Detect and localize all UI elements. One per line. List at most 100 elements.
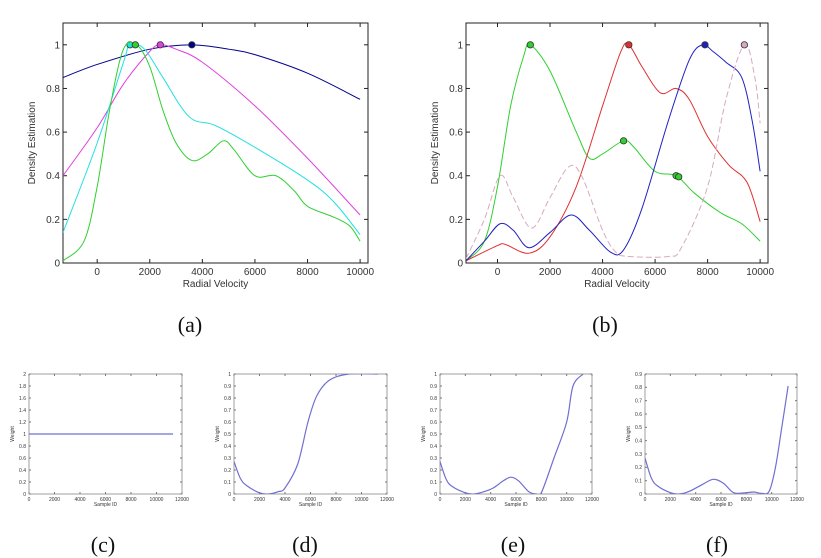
- peak-marker: [526, 41, 534, 49]
- x-tick-label: 0: [233, 497, 236, 503]
- series-line-0: [466, 43, 761, 262]
- y-tick-label: 0.4: [224, 444, 231, 450]
- y-tick-label: 0.6: [224, 420, 231, 426]
- x-tick-label: 6000: [244, 267, 267, 278]
- x-axis-label: Sample ID: [94, 502, 118, 508]
- y-axis-label: Weight: [215, 426, 221, 442]
- series-line-2: [466, 44, 761, 262]
- x-tick-label: 0: [439, 497, 442, 503]
- series-line-0: [234, 374, 379, 494]
- y-tick-label: 0.1: [635, 478, 642, 484]
- series-line-2: [63, 43, 361, 235]
- y-tick-label: 0.4: [430, 444, 437, 450]
- y-tick-label: 0.2: [430, 468, 437, 474]
- y-tick-label: 0: [54, 259, 60, 270]
- y-tick-label: 0.4: [449, 171, 463, 182]
- y-tick-label: 0.2: [449, 215, 463, 226]
- y-tick-label: 0.2: [635, 465, 642, 471]
- y-axis-label: Weight: [10, 426, 16, 442]
- y-tick-label: 0.9: [430, 384, 437, 390]
- y-tick-label: 1.4: [19, 408, 26, 414]
- axes-box: [233, 373, 388, 495]
- axes-box: [62, 22, 369, 264]
- x-tick-label: 2000: [539, 267, 562, 278]
- series-line-3: [63, 41, 361, 262]
- x-tick-label: 8000: [696, 267, 719, 278]
- y-tick-label: 0.3: [635, 452, 642, 458]
- y-tick-label: 0.8: [430, 396, 437, 402]
- y-tick-label: 0.5: [430, 432, 437, 438]
- y-tick-label: 0.9: [635, 372, 642, 378]
- y-tick-label: 1: [228, 372, 231, 378]
- chart-f: 0 2000 4000 6000 8000 10000 12000 0 0.1 0.2 0.3 0.4…: [626, 372, 804, 508]
- x-tick-label: 6000: [715, 497, 726, 503]
- chart-e: 0 2000 4000 6000 8000 10000 12000 0 0.1 0.2 0.3 0.4…: [421, 372, 599, 508]
- y-tick-label: 0.8: [224, 396, 231, 402]
- y-tick-label: 2: [23, 372, 26, 378]
- y-tick-label: 0.1: [224, 480, 231, 486]
- y-tick-label: 0.1: [430, 480, 437, 486]
- y-tick-label: 0.6: [46, 128, 60, 139]
- x-tick-label: 4000: [690, 497, 701, 503]
- x-tick-label: 0: [94, 267, 100, 278]
- x-tick-label: 10000: [346, 267, 374, 278]
- chart-c: 0 2000 4000 6000 8000 10000 12000 0 0.2 0.4 0.6 0.8…: [10, 372, 189, 508]
- peak-marker: [740, 41, 748, 49]
- panel-caption-a: (a): [177, 312, 203, 337]
- y-tick-label: 1: [457, 40, 463, 51]
- x-tick-label: 12000: [790, 497, 804, 503]
- y-tick-label: 0.9: [224, 384, 231, 390]
- x-tick-label: 6000: [305, 497, 316, 503]
- x-tick-label: 0: [28, 497, 31, 503]
- y-tick-label: 0.7: [635, 398, 642, 404]
- x-tick-label: 0: [644, 497, 647, 503]
- y-tick-label: 0.6: [449, 128, 463, 139]
- series-line-1: [63, 44, 361, 216]
- x-tick-label: 8000: [741, 497, 752, 503]
- peak-marker: [625, 41, 633, 49]
- series-line-0: [645, 385, 789, 494]
- peak-marker: [701, 41, 709, 49]
- chart-a: 0 2000 4000 6000 8000 10000 0 0.2 0.4 0.6 0.8 1 Radi…: [27, 22, 374, 290]
- axes-box: [465, 22, 769, 264]
- y-tick-label: 1.8: [19, 384, 26, 390]
- panel-caption-d: (d): [292, 532, 318, 557]
- y-tick-label: 0.8: [19, 444, 26, 450]
- y-tick-label: 0.8: [46, 84, 60, 95]
- x-tick-label: 6000: [644, 267, 667, 278]
- x-tick-label: 2000: [460, 497, 471, 503]
- y-tick-label: 1.6: [19, 396, 26, 402]
- y-tick-label: 0.7: [224, 408, 231, 414]
- y-tick-label: 0.3: [224, 456, 231, 462]
- peak-marker: [675, 173, 683, 181]
- y-axis-label: Weight: [626, 426, 632, 442]
- y-tick-label: 0: [434, 492, 437, 498]
- y-tick-label: 0.6: [430, 420, 437, 426]
- y-tick-label: 0.6: [635, 412, 642, 418]
- peak-marker: [188, 41, 196, 49]
- peak-marker: [156, 41, 164, 49]
- x-tick-label: 12000: [380, 497, 394, 503]
- x-tick-label: 4000: [591, 267, 614, 278]
- y-tick-label: 0.5: [224, 432, 231, 438]
- x-tick-label: 12000: [175, 497, 189, 503]
- x-tick-label: 2000: [139, 267, 162, 278]
- y-tick-label: 0: [639, 492, 642, 498]
- x-tick-label: 4000: [279, 497, 290, 503]
- chart-d: 0 2000 4000 6000 8000 10000 12000 0 0.1 0.2 0.3 0.4…: [215, 372, 394, 508]
- x-axis-label: Sample ID: [709, 502, 733, 508]
- y-tick-label: 1: [23, 432, 26, 438]
- x-tick-label: 10000: [765, 497, 779, 503]
- panel-caption-b: (b): [592, 312, 618, 337]
- x-tick-label: 6000: [100, 497, 111, 503]
- x-axis-label: Radial Velocity: [183, 279, 249, 290]
- x-tick-label: 2000: [49, 497, 60, 503]
- peak-marker: [619, 137, 628, 145]
- y-axis-label: Density Estimation: [27, 102, 38, 185]
- y-tick-label: 0.4: [635, 438, 642, 444]
- panel-caption-f: (f): [706, 532, 728, 557]
- y-tick-label: 0.7: [430, 408, 437, 414]
- series-line-0: [63, 44, 361, 100]
- panel-caption-c: (c): [90, 532, 116, 557]
- x-tick-label: 8000: [536, 497, 547, 503]
